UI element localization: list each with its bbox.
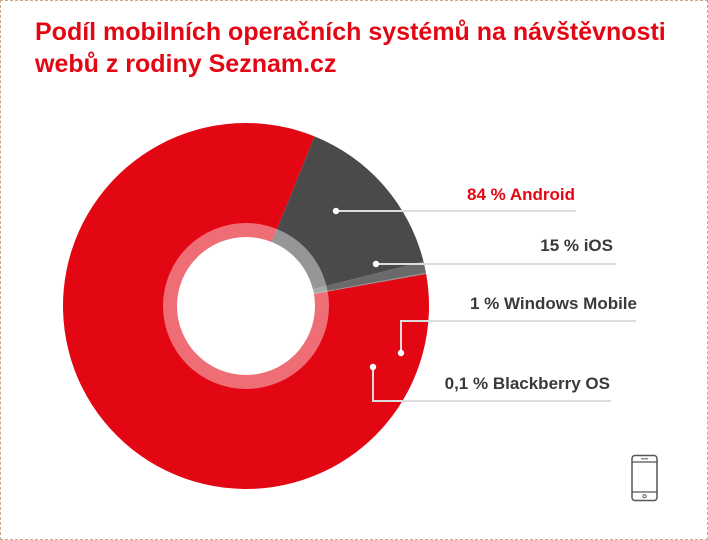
callout-dot bbox=[369, 363, 377, 371]
callout-line bbox=[372, 367, 611, 402]
slice-label: 1 % Windows Mobile bbox=[470, 294, 637, 313]
slice-label: 15 % iOS bbox=[540, 236, 613, 255]
callout-dot bbox=[332, 207, 340, 215]
chart-title: Podíl mobilních operačních systémů na ná… bbox=[35, 18, 666, 78]
smartphone-icon bbox=[631, 454, 658, 502]
donut-hole bbox=[177, 237, 315, 375]
callout-line bbox=[400, 320, 636, 353]
slice-label: 0,1 % Blackberry OS bbox=[445, 374, 610, 393]
callout-dot bbox=[372, 260, 380, 268]
slice-label: 84 % Android bbox=[467, 185, 575, 204]
callout-dot bbox=[397, 349, 405, 357]
